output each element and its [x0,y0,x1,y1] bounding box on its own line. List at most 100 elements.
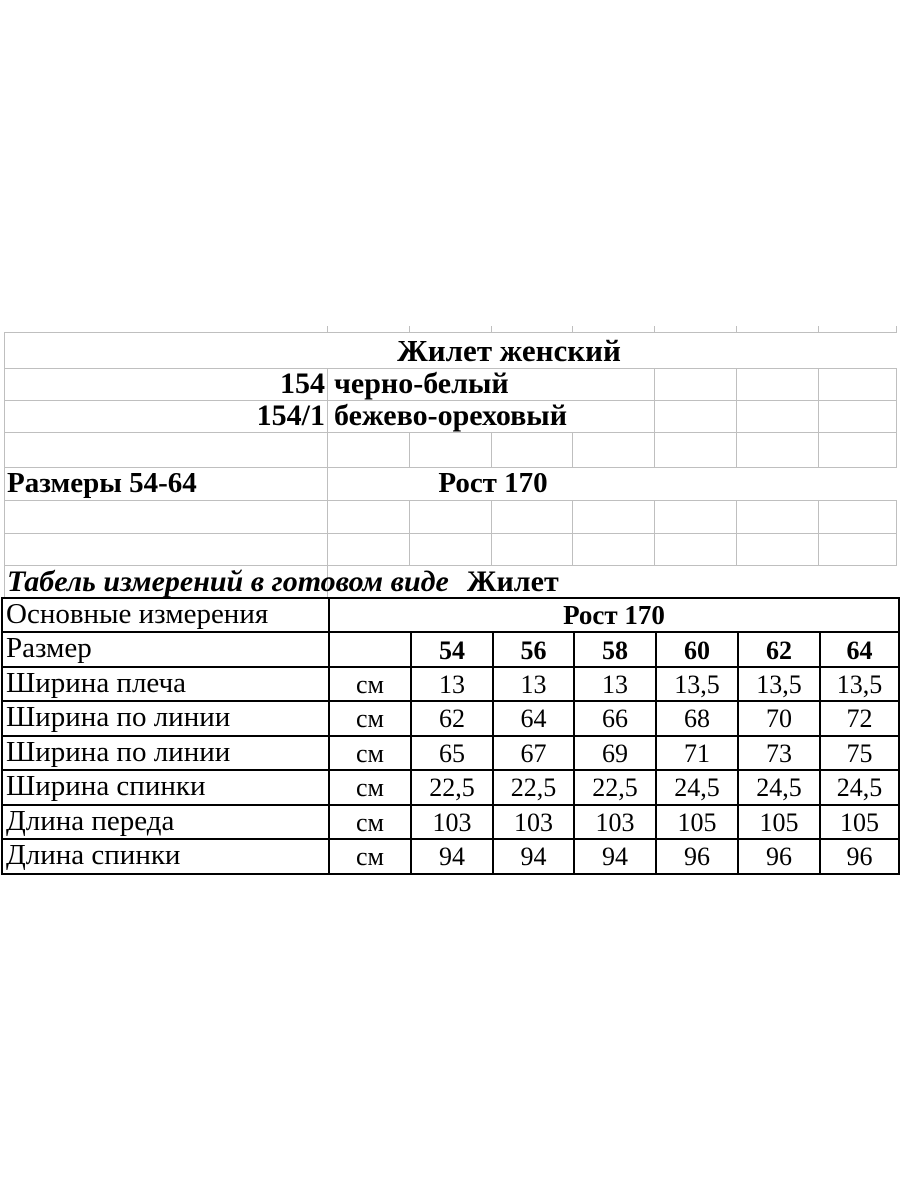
variant1-code: 154 [280,367,325,400]
table-row: Ширина по линии см 65 67 69 71 73 75 [1,734,900,772]
measure-label: Длина переда [1,803,330,841]
gridline-tick [409,326,410,332]
measure-label: Ширина по линии [1,734,330,772]
height-label: Рост 170 [438,467,548,499]
value-cell: 24,5 [655,769,739,806]
variant2-color: бежево-ореховый [334,399,567,432]
gridline-v [491,500,492,565]
value-cell: 103 [573,803,657,841]
gridline-v [736,500,737,565]
value-cell: 71 [655,734,739,772]
table-row: Длина спинки см 94 94 94 96 96 96 [1,838,900,875]
gridline-v [654,500,655,565]
gridline-v [736,368,737,467]
value-cell: 72 [819,700,900,737]
value-cell: 22,5 [492,769,575,806]
gridline-v [572,500,573,565]
value-cell: 13,5 [655,665,739,703]
value-cell: 62 [410,700,494,737]
sizes-range-label: Размеры 54-64 [7,467,197,499]
value-cell: 73 [737,734,821,772]
unit-cell: см [328,665,412,703]
value-cell: 22,5 [410,769,494,806]
value-cell: 96 [819,838,900,875]
value-cell: 24,5 [737,769,821,806]
section-title-product: Жилет [466,565,559,598]
value-cell: 103 [492,803,575,841]
value-cell: 13 [492,665,575,703]
gridline-tick [491,326,492,332]
table-row: Ширина по линии см 62 64 66 68 70 72 [1,700,900,737]
unit-cell: см [328,700,412,737]
gridline-h [4,565,897,566]
value-cell: 13 [573,665,657,703]
gridline-v [491,432,492,467]
variant1-color: черно-белый [334,367,509,400]
value-cell: 94 [492,838,575,875]
size-row-label: Размер [1,631,330,668]
value-cell: 96 [655,838,739,875]
main-header-cell: Основные измерения [1,596,330,634]
gridline-tick [654,326,655,332]
gridline-h [4,467,897,468]
value-cell: 105 [655,803,739,841]
unit-cell: см [328,803,412,841]
size-header-row: Размер 54 56 58 60 62 64 [1,631,900,668]
size-header-cell: 54 [410,631,494,668]
value-cell: 105 [819,803,900,841]
table-header-row: Основные измерения Рост 170 [1,596,900,634]
size-header-cell: 60 [655,631,739,668]
unit-cell: см [328,769,412,806]
gridline-v [409,432,410,467]
size-header-cell: 62 [737,631,821,668]
gridline-v [818,368,819,467]
table-row: Ширина спинки см 22,5 22,5 22,5 24,5 24,… [1,769,900,806]
gridline-h [4,500,897,501]
value-cell: 67 [492,734,575,772]
gridline-tick [818,326,819,332]
value-cell: 103 [410,803,494,841]
empty-cell [328,631,412,668]
gridline-tick [572,326,573,332]
value-cell: 69 [573,734,657,772]
size-header-cell: 56 [492,631,575,668]
measurements-table: Основные измерения Рост 170 Размер 54 56… [1,596,900,875]
size-header-cell: 64 [819,631,900,668]
gridline-tick [736,326,737,332]
measure-label: Ширина плеча [1,665,330,703]
table-row: Длина переда см 103 103 103 105 105 105 [1,803,900,841]
gridline-tick [327,326,328,332]
value-cell: 70 [737,700,821,737]
value-cell: 24,5 [819,769,900,806]
variant2-code: 154/1 [256,399,325,432]
gridline-h [4,432,897,433]
measure-label: Длина спинки [1,838,330,875]
gridline-v [654,368,655,467]
gridline-v [4,332,5,597]
gridline-h [4,400,897,401]
value-cell: 13,5 [819,665,900,703]
section-title: Табель измерений в готовом виде Жилет [7,565,559,598]
value-cell: 22,5 [573,769,657,806]
measure-label: Ширина по линии [1,700,330,737]
value-cell: 96 [737,838,821,875]
value-cell: 75 [819,734,900,772]
value-cell: 64 [492,700,575,737]
unit-cell: см [328,838,412,875]
size-header-cell: 58 [573,631,657,668]
measure-label: Ширина спинки [1,769,330,806]
gridline-v [572,432,573,467]
gridline-v [409,500,410,565]
gridline-h [4,368,897,369]
gridline-h [4,533,897,534]
value-cell: 94 [410,838,494,875]
gridline-v [896,368,897,467]
section-title-text: Табель измерений в готовом виде [7,565,449,598]
value-cell: 68 [655,700,739,737]
gridline-v [896,500,897,565]
product-title: Жилет женский [397,333,621,368]
value-cell: 105 [737,803,821,841]
value-cell: 13,5 [737,665,821,703]
table-row: Ширина плеча см 13 13 13 13,5 13,5 13,5 [1,665,900,703]
